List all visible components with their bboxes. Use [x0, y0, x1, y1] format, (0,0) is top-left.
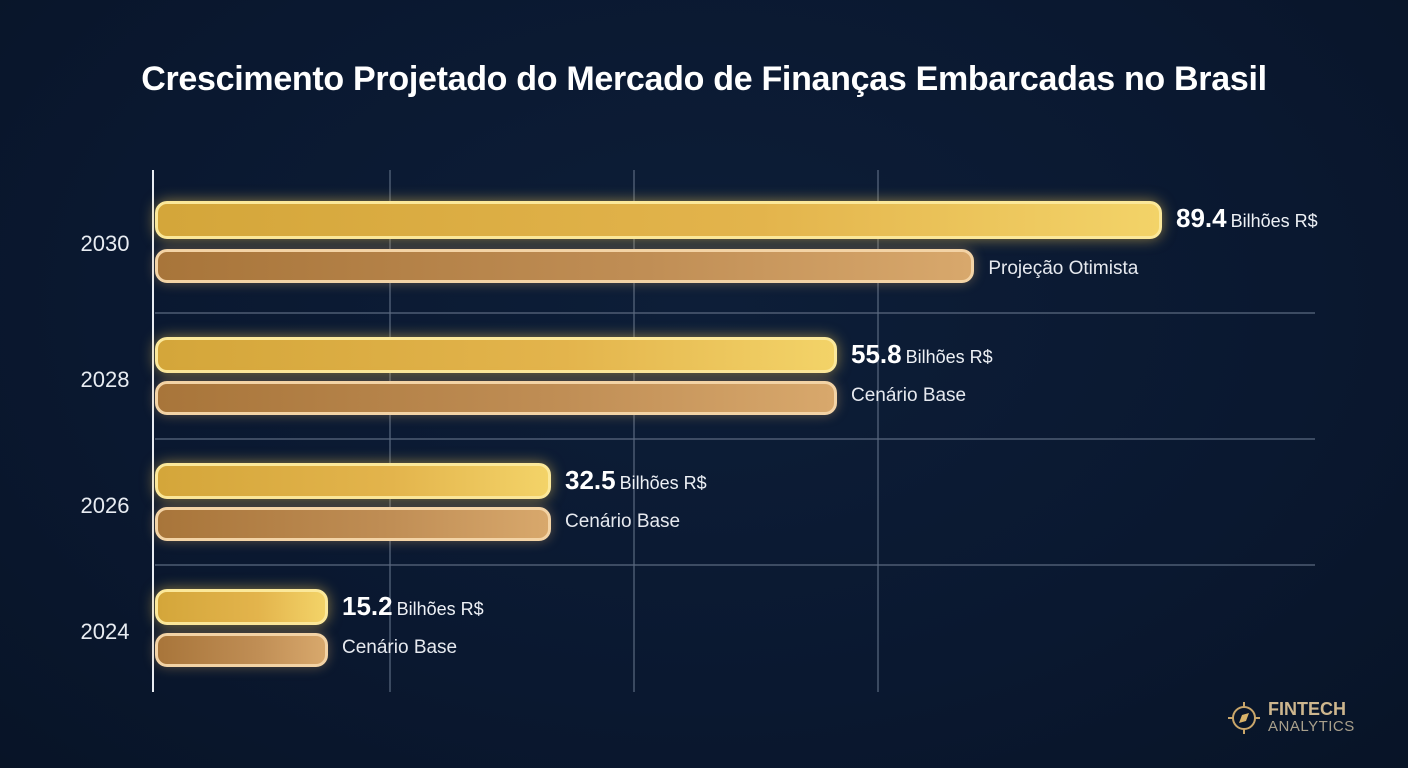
value-label: 32.5 Bilhões R$ — [565, 465, 707, 496]
scenario-label: Cenário Base — [851, 385, 967, 406]
value-label: 55.8 Bilhões R$ — [851, 339, 993, 370]
bar-secondary — [155, 381, 837, 415]
scenario-label: Cenário Base — [565, 511, 681, 532]
value-unit: Bilhões R$ — [619, 473, 707, 493]
value-unit: Bilhões R$ — [905, 347, 993, 367]
year-label: 2026 — [80, 493, 130, 518]
year-label: 2024 — [80, 619, 130, 644]
logo-line2: ANALYTICS — [1268, 718, 1355, 735]
value-number: 15.2 — [342, 591, 393, 621]
bar-primary — [155, 337, 837, 373]
bar-primary — [155, 201, 1162, 239]
scenario-label: Projeção Otimista — [988, 258, 1139, 279]
bar-primary — [155, 463, 551, 499]
value-label: 89.4 Bilhões R$ — [1176, 203, 1318, 234]
value-number: 55.8 — [851, 339, 902, 369]
logo: FINTECH ANALYTICS — [1226, 700, 1355, 736]
value-number: 89.4 — [1176, 203, 1227, 233]
logo-line1: FINTECH — [1268, 699, 1346, 719]
compass-icon — [1228, 702, 1260, 734]
chart-title: Crescimento Projetado do Mercado de Fina… — [141, 60, 1267, 98]
value-label: 15.2 Bilhões R$ — [342, 591, 484, 622]
value-unit: Bilhões R$ — [1230, 211, 1318, 231]
bar-secondary — [155, 249, 975, 283]
scenario-label: Cenário Base — [342, 637, 458, 658]
value-number: 32.5 — [565, 465, 616, 495]
value-unit: Bilhões R$ — [396, 599, 484, 619]
year-label: 2028 — [80, 367, 130, 392]
bar-primary — [155, 589, 328, 625]
year-label: 2030 — [80, 231, 130, 256]
bar-secondary — [155, 507, 551, 541]
bar-secondary — [155, 633, 328, 667]
